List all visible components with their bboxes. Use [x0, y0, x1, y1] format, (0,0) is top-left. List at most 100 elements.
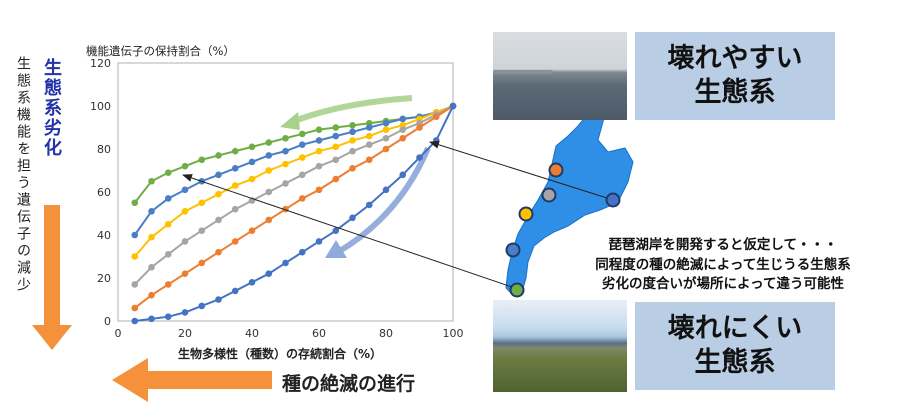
series-1-point-13 — [349, 128, 356, 136]
series-5-point-5 — [215, 296, 222, 303]
ecosystem-degradation-vertical-label: 生態系劣化 — [41, 58, 62, 158]
series-4-point-12 — [332, 175, 340, 183]
fragile-label-line2: 生態系 — [694, 77, 776, 108]
connector-arrow-to-blue-curve — [429, 140, 608, 199]
x-axis-label: 生物多様性（種数）の存続割合（%） — [178, 347, 383, 361]
series-3-point-16 — [399, 126, 407, 133]
site-marker-yellow — [518, 206, 534, 222]
series-3-point-12 — [332, 156, 340, 164]
robust-shore-photo — [493, 300, 627, 392]
series-5-point-16 — [399, 171, 407, 179]
series-5-point-13 — [349, 214, 356, 222]
y-tick-label: 0 — [104, 315, 111, 328]
series-1-point-7 — [248, 158, 256, 166]
lake-biwa-shape — [505, 109, 634, 297]
series-2-point-13 — [349, 137, 356, 144]
series-4-point-5 — [215, 248, 222, 256]
series-0-point-1 — [148, 177, 155, 185]
series-1-point-10 — [298, 141, 306, 148]
site-marker-blue-west — [505, 242, 521, 258]
series-1-point-11 — [315, 137, 323, 144]
series-5-point-2 — [164, 313, 172, 321]
fragile-ecosystem-label: 壊れやすい 生態系 — [635, 32, 835, 120]
series-1-point-2 — [164, 195, 172, 202]
x-tick-label: 100 — [443, 327, 464, 340]
series-3-point-6 — [231, 205, 239, 213]
series-3-point-0 — [131, 281, 139, 288]
series-2-point-4 — [198, 199, 206, 207]
series-3-point-4 — [198, 227, 206, 234]
series-line-4 — [134, 105, 454, 309]
series-5-point-10 — [298, 248, 306, 256]
trend-arrow-blue — [325, 146, 431, 258]
x-tick-label: 80 — [379, 327, 393, 340]
series-3-point-15 — [382, 134, 390, 142]
series-3-point-5 — [215, 216, 222, 224]
series-4-point-10 — [298, 195, 306, 202]
series-5-point-4 — [198, 302, 206, 310]
series-0-point-4 — [198, 156, 206, 164]
series-4-point-1 — [148, 291, 155, 299]
series-0-point-5 — [215, 152, 222, 159]
y-tick-label: 60 — [97, 186, 111, 199]
site-marker-orange — [548, 162, 564, 178]
extinction-progress-label: 種の絶滅の進行 — [282, 373, 416, 395]
series-1-point-3 — [181, 186, 189, 194]
robust-ecosystem-label: 壊れにくい 生態系 — [635, 302, 835, 390]
series-0-point-6 — [231, 147, 239, 155]
fragile-label-line1: 壊れやすい — [667, 43, 803, 75]
series-5-point-1 — [148, 315, 155, 323]
series-4-point-8 — [265, 216, 273, 224]
downward-arrow — [32, 205, 72, 350]
site-marker-blue-east — [605, 192, 621, 208]
x-tick-label: 40 — [245, 327, 259, 340]
gene-decrease-vertical-label: 生態系機能を担う遺伝子の減少 — [15, 56, 31, 294]
y-tick-label: 120 — [90, 57, 111, 70]
series-4-point-15 — [382, 145, 390, 153]
series-5-point-19 — [449, 102, 457, 110]
series-3-point-8 — [265, 188, 273, 196]
x-tick-label: 60 — [312, 327, 326, 340]
series-5-point-14 — [365, 201, 373, 209]
series-4-point-4 — [198, 259, 206, 267]
robust-label-line2: 生態系 — [694, 347, 776, 378]
series-1-point-9 — [282, 147, 289, 155]
series-5-point-3 — [181, 309, 189, 316]
series-5-point-7 — [248, 279, 256, 286]
series-4-point-13 — [349, 165, 356, 172]
series-2-point-8 — [265, 167, 273, 174]
series-4-point-7 — [248, 227, 256, 234]
series-0-point-11 — [315, 126, 323, 133]
series-1-point-1 — [148, 208, 155, 215]
series-4-point-3 — [181, 270, 189, 278]
y-tick-label: 100 — [90, 100, 111, 113]
series-3-point-1 — [148, 263, 155, 271]
robust-label-line1: 壊れにくい — [667, 313, 803, 345]
series-5-point-18 — [432, 137, 440, 144]
series-2-point-10 — [298, 154, 306, 161]
series-1-point-8 — [265, 152, 273, 159]
series-5-point-12 — [332, 227, 340, 234]
series-3-point-2 — [164, 251, 172, 258]
series-5-point-8 — [265, 270, 273, 278]
x-tick-label: 0 — [115, 327, 122, 340]
series-0-point-8 — [265, 139, 273, 146]
series-1-point-16 — [399, 115, 407, 123]
series-5-point-9 — [282, 259, 289, 267]
series-0-point-13 — [349, 122, 356, 129]
series-0-point-2 — [164, 169, 172, 176]
series-1-point-5 — [215, 171, 222, 179]
series-2-point-14 — [365, 132, 373, 140]
series-5-point-15 — [382, 186, 390, 194]
series-4-point-17 — [416, 124, 423, 131]
series-4-point-14 — [365, 156, 373, 164]
series-2-point-15 — [382, 126, 390, 133]
series-3-point-13 — [349, 147, 356, 155]
series-4-point-6 — [231, 238, 239, 245]
series-2-point-12 — [332, 143, 340, 151]
series-1-point-14 — [365, 124, 373, 131]
series-4-point-18 — [432, 113, 440, 121]
caption-line-2: 同程度の種の絶滅によって生じうる生態系 — [595, 256, 851, 273]
caption-line-3: 劣化の度合いが場所によって違う可能性 — [602, 276, 844, 293]
